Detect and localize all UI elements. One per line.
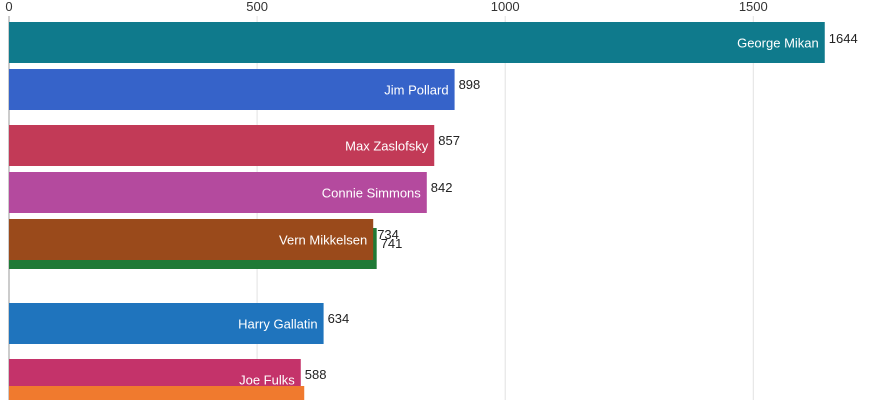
bar [9, 386, 305, 400]
bar-labels: George Mikan 1644 Jim Pollard 898 Max Zaslof… [238, 31, 858, 388]
bar-name-label: Connie Simmons [322, 186, 421, 201]
bars [9, 22, 825, 400]
bar-name-label: Joe Fulks [239, 373, 295, 388]
bar-value-label: 857 [438, 133, 460, 148]
bar-value-label: 1644 [829, 31, 858, 46]
bar-name-label: George Mikan [737, 36, 819, 51]
bar-name-label: Vern Mikkelsen [279, 233, 367, 248]
bar-value-label: 842 [431, 180, 453, 195]
bar [9, 303, 324, 344]
x-axis-ticks: 0 500 1000 1500 [5, 0, 767, 14]
bar [9, 22, 825, 63]
bar-value-label: 741 [381, 236, 403, 251]
bar-name-label: Max Zaslofsky [345, 139, 429, 154]
bar [9, 125, 435, 166]
bar [9, 219, 374, 260]
x-tick-label: 1500 [739, 0, 768, 14]
bar-value-label: 734 [377, 227, 399, 242]
bar-name-label: Harry Gallatin [238, 317, 317, 332]
bar [9, 69, 455, 110]
bar-value-label: 898 [459, 77, 481, 92]
bar-name-label: Jim Pollard [384, 83, 448, 98]
x-tick-label: 1000 [491, 0, 520, 14]
bar-value-label: 634 [328, 311, 350, 326]
x-tick-label: 0 [5, 0, 12, 14]
bar [9, 172, 427, 213]
x-tick-label: 500 [246, 0, 268, 14]
bar-value-label: 588 [305, 367, 327, 382]
